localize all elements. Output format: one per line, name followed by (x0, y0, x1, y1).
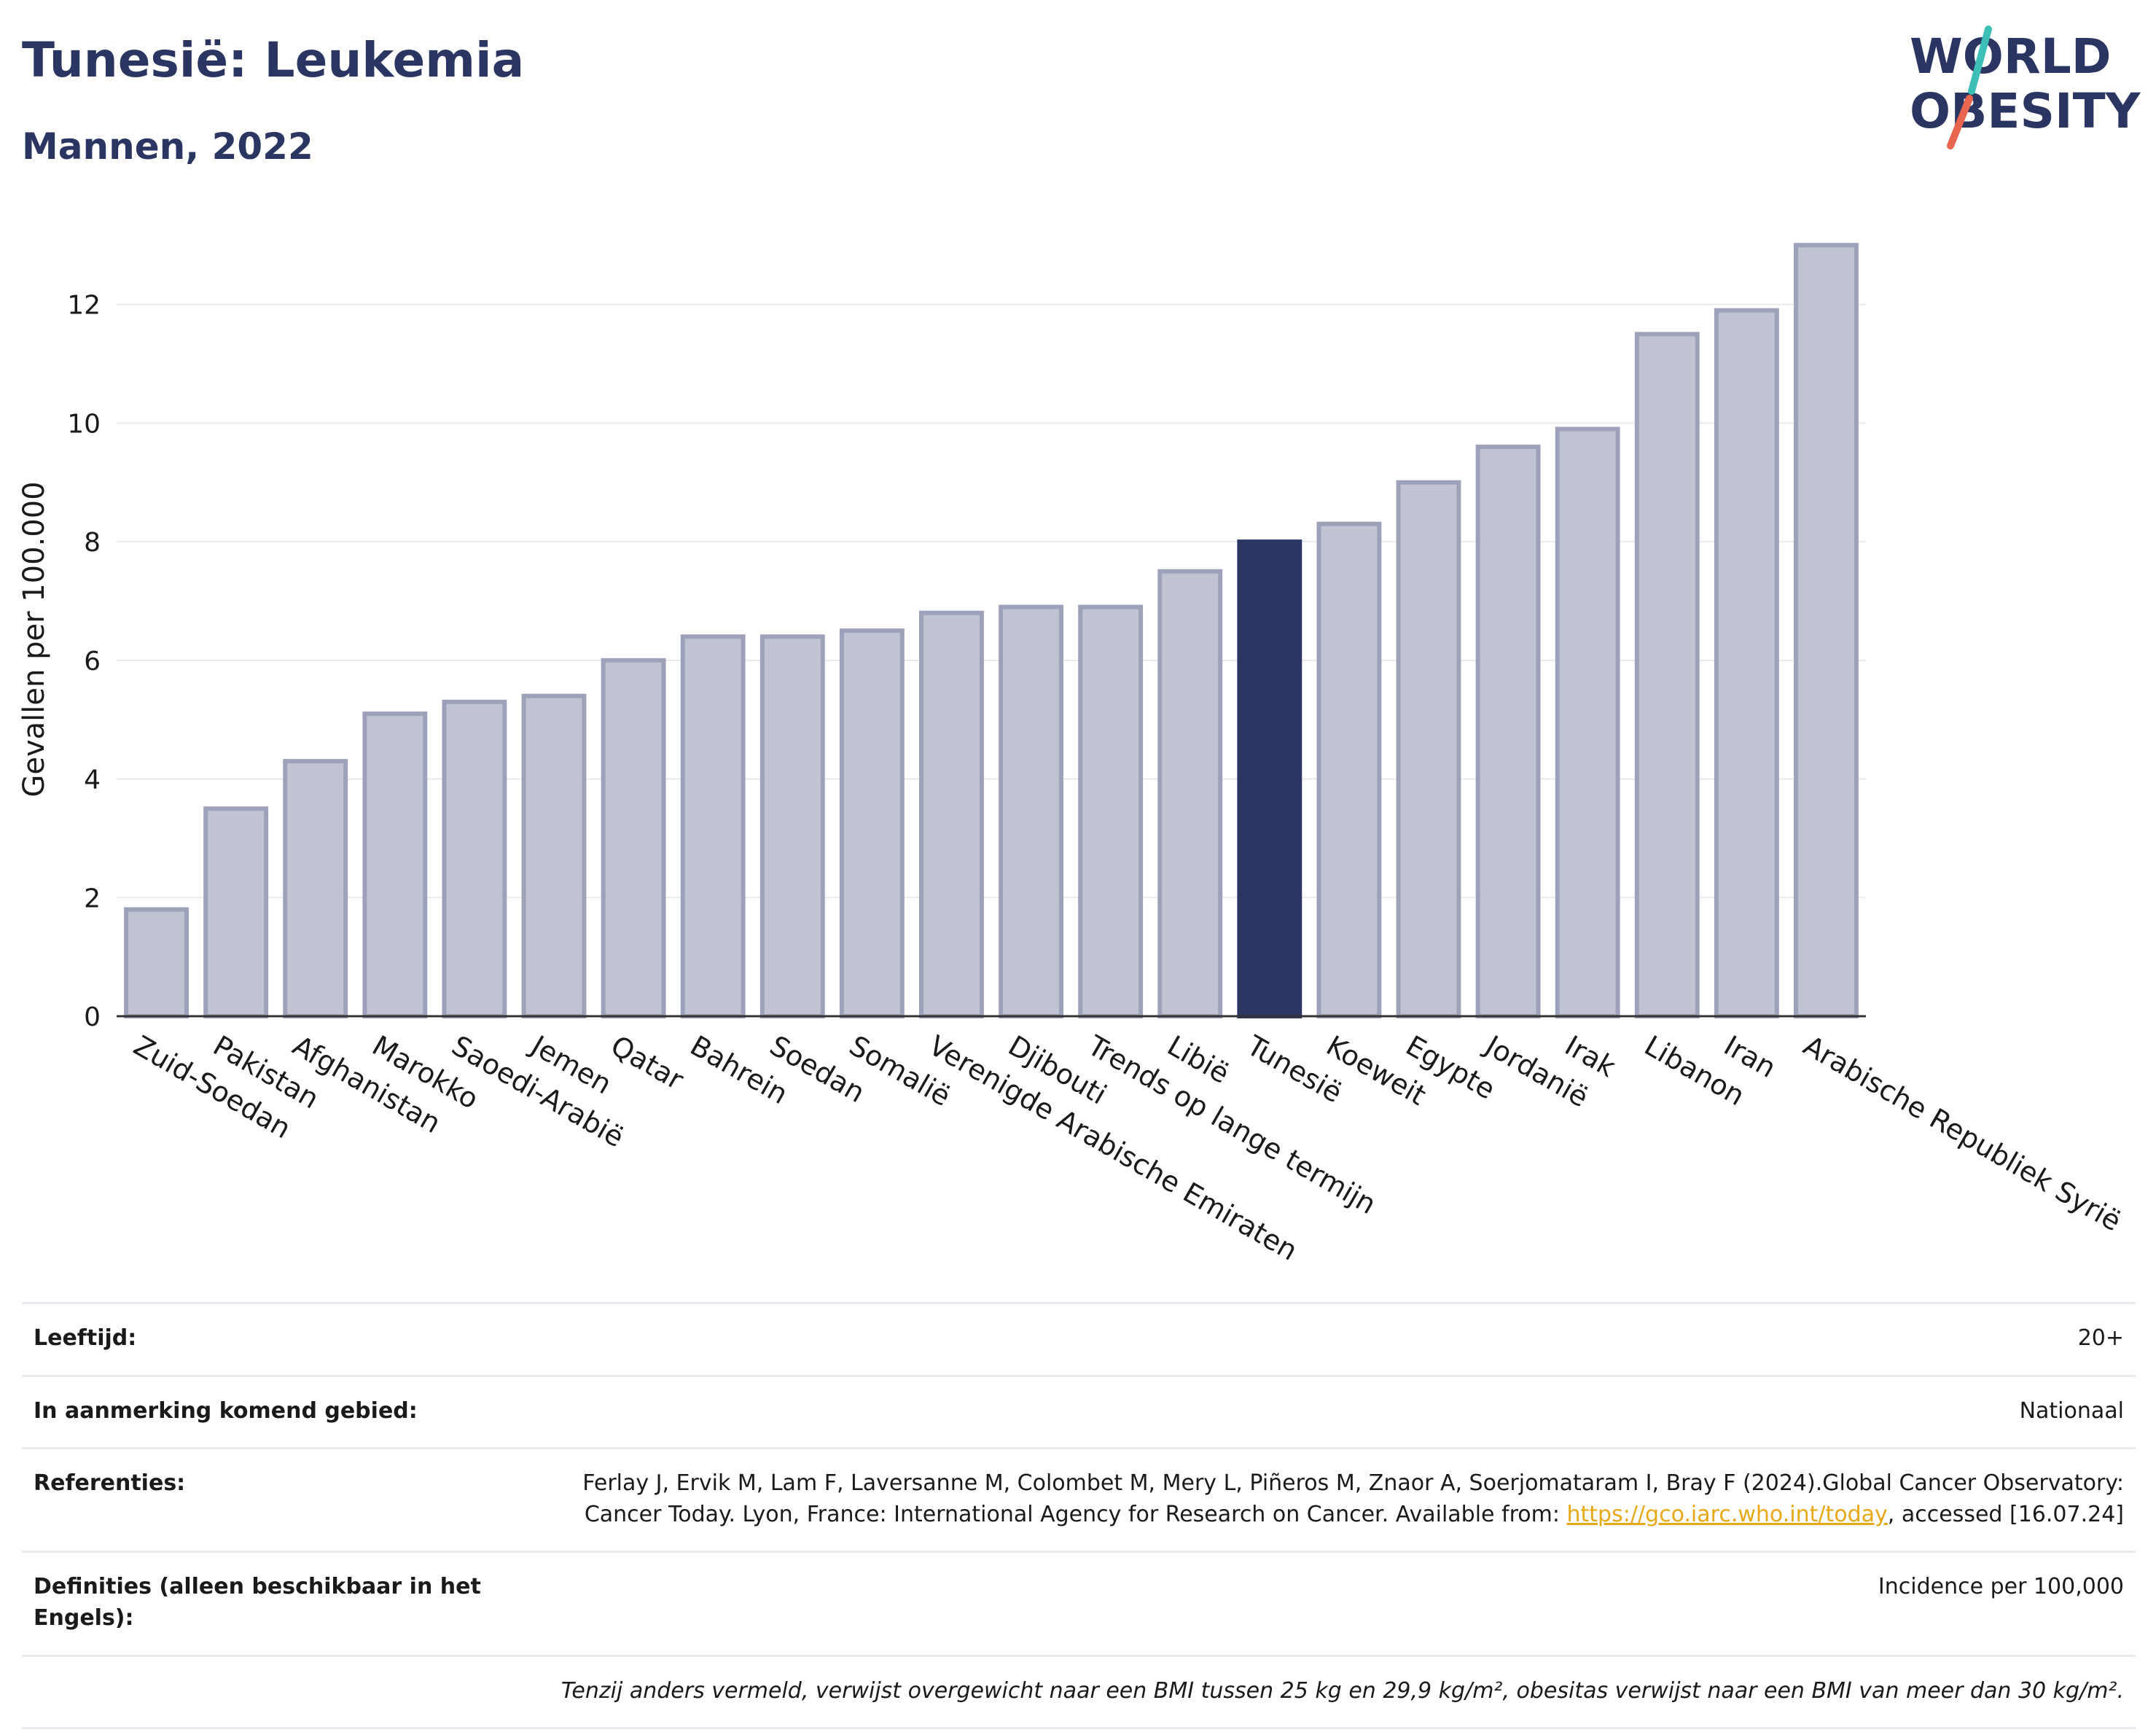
bar (1714, 308, 1779, 1019)
bar (124, 907, 189, 1019)
chart-title: Tunesië: Leukemia (22, 32, 525, 88)
y-tick-label: 12 (67, 291, 101, 321)
bar (1555, 426, 1620, 1018)
bar (999, 604, 1064, 1018)
bar (362, 711, 428, 1019)
x-tick-labels: Zuid-SoedanPakistanAfghanistanMarokkoSao… (128, 1029, 2127, 1267)
bar (601, 658, 666, 1018)
references-accessed: , accessed [16.07.24] (1887, 1501, 2124, 1527)
svg-text:WORLD: WORLD (1910, 28, 2112, 85)
definitions-label: Definities (alleen beschikbaar in het En… (22, 1551, 522, 1656)
references-value: Ferlay J, Ervik M, Lam F, Laversanne M, … (522, 1447, 2136, 1552)
y-tick-label: 6 (84, 647, 101, 677)
y-tick-label: 10 (67, 409, 101, 439)
references-row: Referenties: Ferlay J, Ervik M, Lam F, L… (22, 1447, 2136, 1552)
world-obesity-logo: WORLD OBESITY (1910, 26, 2141, 149)
references-label: Referenties: (22, 1447, 522, 1552)
bar (759, 634, 825, 1018)
bar (1237, 539, 1302, 1019)
y-axis-label: Gevallen per 100.000 (17, 481, 51, 797)
definitions-value: Incidence per 100,000 (522, 1551, 2136, 1656)
y-tick-label: 4 (84, 765, 101, 795)
bar (1634, 332, 1700, 1018)
bar (442, 699, 507, 1018)
bar (1794, 243, 1859, 1019)
y-tick-label: 8 (84, 528, 101, 558)
note-row: Tenzij anders vermeld, verwijst overgewi… (22, 1654, 2136, 1730)
bar-chart: 0 2 4 6 8 10 12 Zuid-SoedanPakistanAfghanistan… (17, 243, 2127, 1267)
area-value: Nationaal (522, 1374, 2136, 1449)
bars (124, 243, 1859, 1019)
bar (283, 759, 348, 1018)
definitions-row: Definities (alleen beschikbaar in het En… (22, 1551, 2136, 1656)
bar (1078, 604, 1144, 1018)
y-tick-label: 2 (84, 884, 101, 913)
area-row: In aanmerking komend gebied: Nationaal (22, 1374, 2136, 1449)
footnote: Tenzij anders vermeld, verwijst overgewi… (22, 1654, 2136, 1730)
y-tick-labels: 0 2 4 6 8 10 12 (67, 291, 101, 1032)
age-label: Leeftijd: (22, 1302, 522, 1376)
references-text: Ferlay J, Ervik M, Lam F, Laversanne M, … (582, 1470, 2124, 1527)
bar (521, 693, 587, 1018)
age-value: 20+ (522, 1302, 2136, 1376)
area-label: In aanmerking komend gebied: (22, 1374, 522, 1449)
bar (839, 628, 905, 1018)
age-row: Leeftijd: 20+ (22, 1302, 2136, 1376)
chart-subtitle: Mannen, 2022 (22, 125, 313, 168)
svg-text:OBESITY: OBESITY (1910, 83, 2141, 139)
y-tick-label: 0 (84, 1002, 101, 1032)
bar (203, 806, 269, 1019)
x-tick-label: Qatar (606, 1029, 690, 1096)
bar (1316, 521, 1382, 1018)
info-table: Leeftijd: 20+ In aanmerking komend gebie… (22, 1302, 2136, 1730)
bar (919, 610, 984, 1018)
bar (1475, 444, 1541, 1018)
references-link[interactable]: https://gco.iarc.who.int/today (1566, 1501, 1888, 1527)
bar (1396, 480, 1461, 1018)
x-tick-label: Arabische Republiek Syrië (1798, 1029, 2127, 1238)
bar (680, 634, 746, 1018)
bar (1157, 569, 1223, 1018)
